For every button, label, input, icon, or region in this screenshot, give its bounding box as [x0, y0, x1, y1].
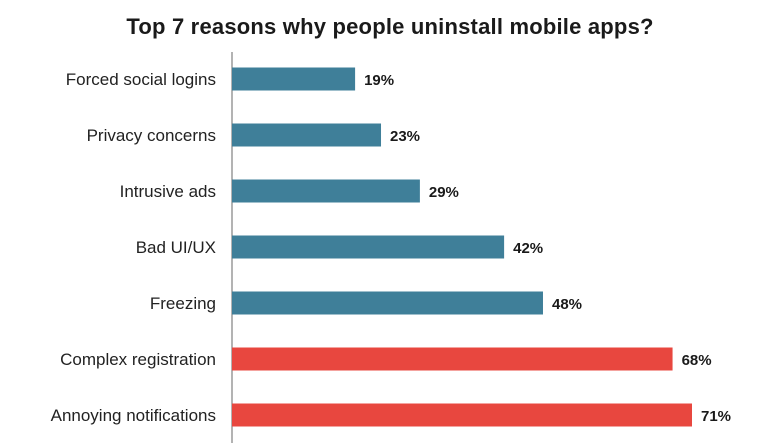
category-label-3: Bad UI/UX: [136, 238, 216, 257]
value-label-2: 29%: [429, 184, 459, 201]
category-label-4: Freezing: [150, 294, 216, 313]
value-label-1: 23%: [390, 128, 420, 145]
category-label-5: Complex registration: [60, 350, 216, 369]
bar-6: [232, 403, 692, 427]
value-labels-group: 19% 23% 29% 42% 48% 68% 71%: [364, 72, 731, 425]
value-label-4: 48%: [552, 296, 582, 313]
bar-2: [232, 179, 420, 203]
bar-5: [232, 347, 673, 371]
category-labels-group: Forced social logins Privacy concerns Intr…: [51, 70, 216, 425]
category-label-2: Intrusive ads: [120, 182, 216, 201]
value-label-5: 68%: [682, 352, 712, 369]
bar-3: [232, 235, 505, 259]
bar-0: [232, 67, 356, 91]
chart-title: Top 7 reasons why people uninstall mobil…: [126, 14, 654, 39]
bar-4: [232, 291, 543, 315]
value-label-0: 19%: [364, 72, 394, 89]
category-label-6: Annoying notifications: [51, 406, 216, 425]
value-label-3: 42%: [513, 240, 543, 257]
bars-group: [232, 67, 692, 427]
bar-1: [232, 123, 382, 147]
category-label-0: Forced social logins: [66, 70, 216, 89]
category-label-1: Privacy concerns: [87, 126, 216, 145]
value-label-6: 71%: [701, 408, 731, 425]
